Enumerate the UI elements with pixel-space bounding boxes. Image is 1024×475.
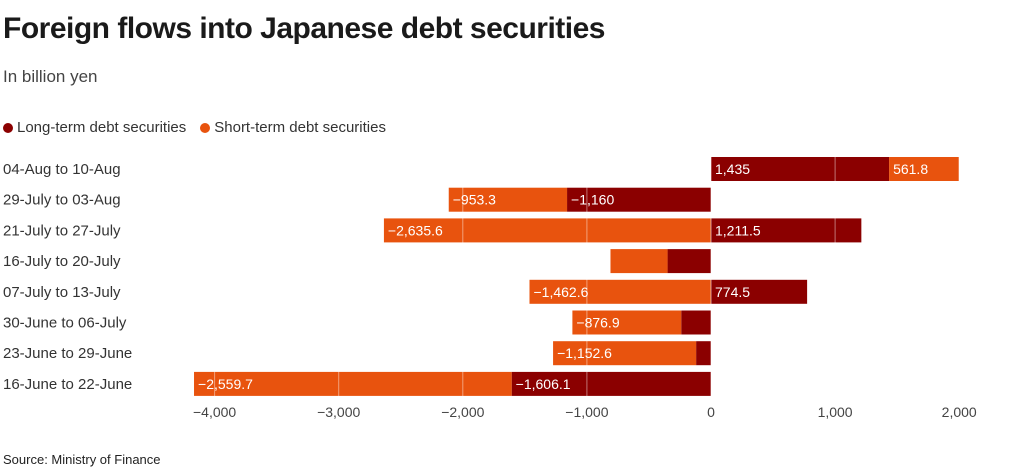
- data-label-short-term: −876.9: [576, 315, 619, 331]
- legend-swatch-long-term: [3, 122, 13, 133]
- legend-label-short-term: Short-term debt securities: [214, 119, 386, 136]
- bar-long-term: [711, 157, 890, 181]
- x-tick-label: −4,000: [193, 404, 236, 420]
- data-label-long-term: 1,211.5: [715, 222, 761, 238]
- category-label: 16-June to 22-June: [3, 376, 132, 393]
- category-label: 30-June to 06-July: [3, 315, 127, 332]
- bar-short-term: [383, 218, 711, 243]
- x-tick-label: 2,000: [942, 404, 977, 420]
- bar-long-term: [567, 187, 711, 212]
- data-label-long-term: −1,606.1: [516, 376, 571, 392]
- source-note: Source: Ministry of Finance: [3, 452, 161, 467]
- bar-short-term: [553, 341, 697, 366]
- legend: Long-term debt securities Short-term deb…: [3, 119, 400, 136]
- x-tick-label: 0: [707, 404, 715, 420]
- data-label-short-term: 561.8: [893, 161, 928, 177]
- category-label: 29-July to 03-Aug: [3, 192, 121, 209]
- bar-short-term: [194, 371, 512, 396]
- bar-long-term: [681, 310, 711, 335]
- data-label-short-term: −2,559.7: [198, 376, 253, 392]
- bar-short-term: [529, 279, 711, 304]
- x-tick-label: −3,000: [317, 404, 360, 420]
- data-label-long-term: −1,160: [571, 192, 614, 208]
- bar-long-term: [667, 249, 711, 274]
- category-label: 04-Aug to 10-Aug: [3, 161, 121, 178]
- x-tick-label: −2,000: [441, 404, 484, 420]
- chart-title: Foreign flows into Japanese debt securit…: [3, 12, 605, 45]
- category-label: 23-June to 29-June: [3, 345, 132, 362]
- legend-label-long-term: Long-term debt securities: [17, 119, 187, 136]
- bar-long-term: [711, 218, 862, 243]
- bar-short-term: [448, 187, 568, 212]
- data-label-long-term: 1,435: [715, 161, 750, 177]
- category-label: 21-July to 27-July: [3, 222, 121, 239]
- data-label-short-term: −953.3: [453, 192, 496, 208]
- x-tick-label: −1,000: [565, 404, 608, 420]
- x-tick-label: 1,000: [818, 404, 853, 420]
- category-label: 16-July to 20-July: [3, 253, 121, 270]
- data-label-long-term: 774.5: [715, 284, 750, 300]
- bar-long-term: [696, 341, 711, 366]
- bar-short-term: [572, 310, 682, 335]
- legend-item-long-term: Long-term debt securities: [3, 119, 186, 136]
- legend-item-short-term: Short-term debt securities: [200, 119, 386, 136]
- chart-subtitle: In billion yen: [3, 67, 98, 86]
- bar-long-term: [511, 371, 711, 396]
- bar-long-term: [711, 279, 808, 304]
- category-label: 07-July to 13-July: [3, 284, 121, 301]
- data-label-short-term: −1,462.6: [533, 284, 588, 300]
- legend-swatch-short-term: [200, 122, 211, 133]
- data-label-short-term: −2,635.6: [388, 222, 443, 238]
- bar-chart: 04-Aug to 10-Aug 1,435 561.8 29-July to 03-…: [3, 150, 977, 420]
- bar-short-term: [889, 157, 959, 181]
- bar-short-term: [610, 249, 668, 274]
- data-label-short-term: −1,152.6: [557, 345, 612, 361]
